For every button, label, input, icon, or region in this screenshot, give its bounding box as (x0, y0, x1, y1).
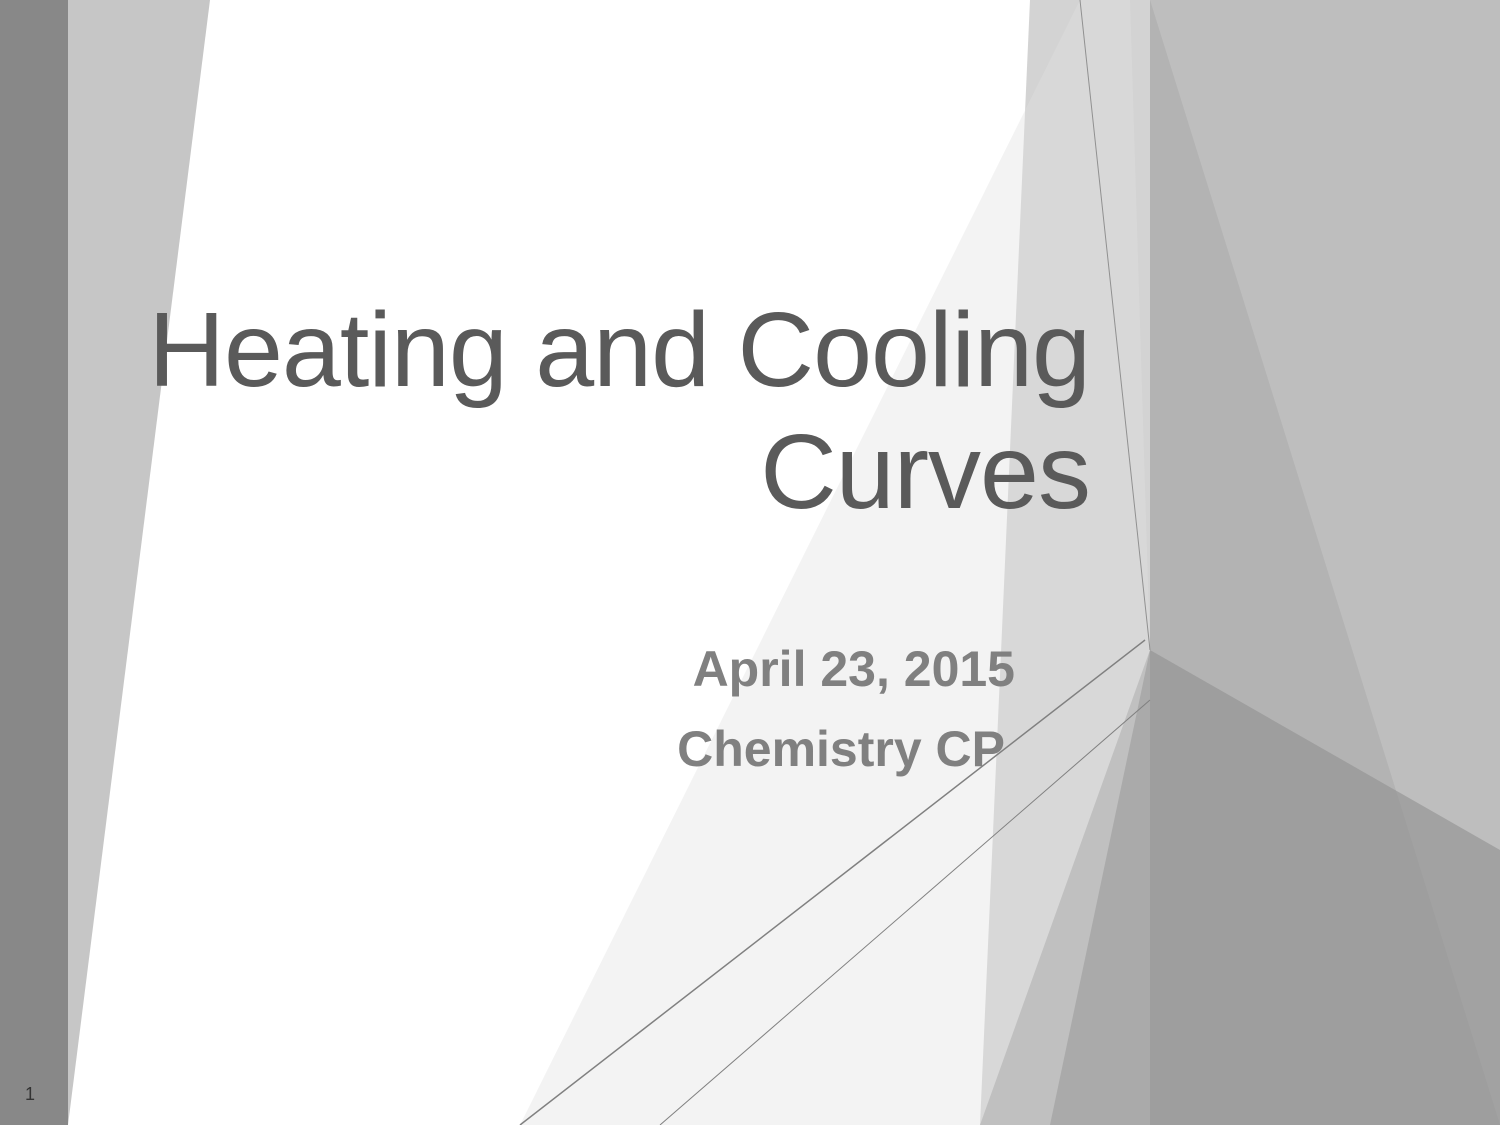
slide-content: Heating and CoolingCurves April 23, 2015… (0, 0, 1500, 1125)
slide-class: Chemistry CP (677, 720, 1005, 778)
slide-title: Heating and CoolingCurves (148, 290, 1090, 534)
slide-date: April 23, 2015 (693, 640, 1015, 698)
page-number: 1 (25, 1084, 35, 1105)
